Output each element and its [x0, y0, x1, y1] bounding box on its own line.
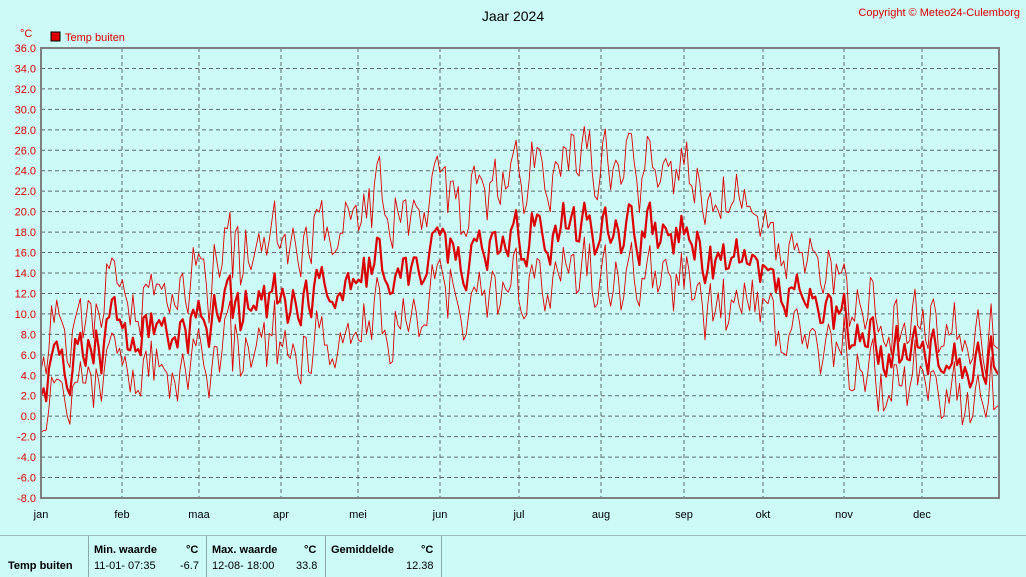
stats-series-label: Temp buiten [8, 560, 73, 572]
x-tick-label: maa [188, 509, 210, 521]
max-unit: °C [304, 544, 317, 556]
y-tick-label: 34.0 [15, 63, 36, 75]
avg-header: Gemiddelde [331, 544, 394, 556]
x-tick-label: okt [756, 509, 771, 521]
x-tick-label: apr [273, 509, 289, 521]
y-tick-label: 24.0 [15, 166, 36, 178]
max-value: 33.8 [296, 560, 318, 572]
y-tick-label: 0.0 [21, 411, 36, 423]
y-tick-label: 18.0 [15, 227, 36, 239]
chart-title: Jaar 2024 [482, 8, 544, 24]
grid-layer [40, 47, 999, 499]
x-tick-label: feb [114, 509, 129, 521]
legend-label: Temp buiten [65, 32, 125, 44]
y-tick-label: 20.0 [15, 207, 36, 219]
x-tick-label: dec [913, 509, 931, 521]
legend-swatch [50, 31, 61, 42]
min-time: 11-01- 07:35 [94, 560, 156, 572]
y-tick-label: 4.0 [21, 370, 36, 382]
x-tick-label: sep [675, 509, 693, 521]
y-tick-label: -2.0 [17, 432, 36, 444]
chart: 36.0 34.0 32.0 30.0 28.0 26.0 24.0 22.0 20.0 18.0… [15, 7, 1020, 521]
x-tick-label: aug [592, 509, 610, 521]
x-tick-label: mei [349, 509, 367, 521]
y-tick-label: 28.0 [15, 125, 36, 137]
y-tick-label: 36.0 [15, 43, 36, 55]
y-tick-label: 26.0 [15, 145, 36, 157]
series-line-max [40, 126, 1000, 376]
y-tick-label: 14.0 [15, 268, 36, 280]
x-axis-ticks: jan feb maa apr mei jun jul aug sep okt nov dec [33, 509, 932, 521]
max-time: 12-08- 18:00 [212, 560, 275, 572]
y-tick-label: 30.0 [15, 104, 36, 116]
y-axis-unit: °C [20, 28, 32, 40]
y-tick-label: 8.0 [21, 329, 36, 341]
y-tick-label: 10.0 [15, 309, 36, 321]
x-tick-label: jan [33, 509, 49, 521]
max-header: Max. waarde [212, 544, 278, 556]
x-tick-label: nov [835, 509, 853, 521]
y-tick-label: 32.0 [15, 84, 36, 96]
avg-unit: °C [421, 544, 434, 556]
y-tick-label: -8.0 [17, 493, 36, 505]
divider [206, 536, 207, 577]
x-tick-label: jun [432, 509, 448, 521]
y-tick-label: -4.0 [17, 452, 36, 464]
plot-frame [40, 47, 1000, 499]
min-unit: °C [186, 544, 199, 556]
y-tick-label: -6.0 [17, 473, 36, 485]
copyright-text: Copyright © Meteo24-Culemborg [858, 7, 1020, 19]
stats-table: Temp buiten Min. waarde °C 11-01- 07:35 … [0, 535, 1026, 577]
y-tick-label: 22.0 [15, 186, 36, 198]
y-tick-label: 2.0 [21, 391, 36, 403]
min-value: -6.7 [180, 560, 199, 572]
y-tick-label: 16.0 [15, 248, 36, 260]
y-tick-label: 12.0 [15, 288, 36, 300]
divider [325, 536, 326, 577]
x-tick-label: jul [512, 509, 524, 521]
y-axis-ticks: 36.0 34.0 32.0 30.0 28.0 26.0 24.0 22.0 20.0 18.0… [15, 43, 36, 505]
series-line-temp-buiten [39, 201, 1000, 403]
min-header: Min. waarde [94, 544, 157, 556]
y-tick-label: 6.0 [21, 350, 36, 362]
divider [441, 536, 442, 577]
divider [88, 536, 89, 577]
series-layer [39, 126, 1000, 433]
series-line-min [40, 236, 1000, 433]
avg-value: 12.38 [406, 560, 434, 572]
